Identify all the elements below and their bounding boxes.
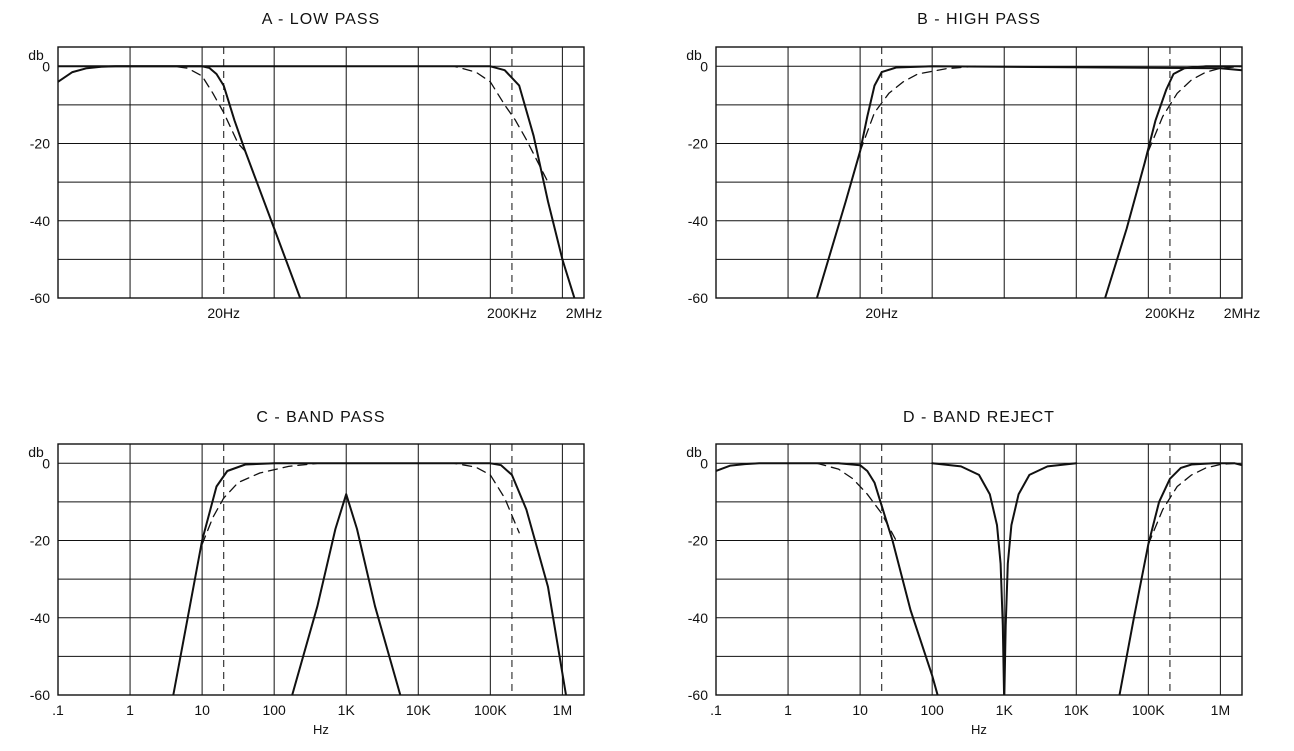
x-tick-label: 100K <box>1132 702 1165 718</box>
series-line-2 <box>859 65 977 152</box>
x-tick-label: 10K <box>406 702 432 718</box>
series-line-2 <box>58 65 302 298</box>
series-line-1 <box>815 65 1242 298</box>
y-tick-label: -40 <box>30 610 50 626</box>
x-tick-label: 10K <box>1064 702 1090 718</box>
x-tick-label: 1M <box>1211 702 1230 718</box>
series-group <box>58 65 576 298</box>
x-tick-label: 1K <box>996 702 1014 718</box>
y-tick-label: -40 <box>30 213 50 229</box>
chart-panel-3: C - BAND PASS db0 -20 -40 -60.1 1 10 100 1K 10K 10… <box>28 409 585 737</box>
y-tick-label: -60 <box>688 687 708 703</box>
plot-frame <box>57 443 585 696</box>
x-tick-label: 10 <box>852 702 868 718</box>
series-line-1 <box>58 65 576 298</box>
x-tick-label: .1 <box>710 702 722 718</box>
chart-title: C - BAND PASS <box>256 409 385 426</box>
x-tick-label: 1K <box>338 702 356 718</box>
y-tick-label: -20 <box>688 533 708 549</box>
y-tick-label: -60 <box>30 687 50 703</box>
series-group <box>815 65 1242 298</box>
x-tick-label: 2MHz <box>566 305 603 321</box>
y-tick-label: -40 <box>688 610 708 626</box>
x-axis-label: Hz <box>971 722 987 737</box>
x-tick-label: 2MHz <box>1224 305 1261 321</box>
x-tick-label: 200KHz <box>487 305 537 321</box>
y-tick-label: -20 <box>688 136 708 152</box>
x-tick-label: 10 <box>194 702 210 718</box>
plot-frame <box>715 46 1243 299</box>
y-tick-label: 0 <box>700 455 708 471</box>
series-group <box>172 462 567 695</box>
x-tick-label: 20Hz <box>207 305 240 321</box>
y-tick-label: -20 <box>30 533 50 549</box>
chart-panel-2: B - HIGH PASS db0 -20 -40 -60 20Hz 200KHz 2MHz <box>686 11 1260 321</box>
series-line-5 <box>1147 462 1236 546</box>
y-tick-label: 0 <box>700 58 708 74</box>
x-tick-label: 1 <box>126 702 134 718</box>
chart-panel-4: D - BAND REJECT db0 -20 -40 -60.1 1 10 100 1K 10K… <box>686 409 1243 737</box>
y-axis-label: db <box>686 47 702 63</box>
plot-frame <box>715 443 1243 696</box>
series-line-3 <box>931 462 1078 695</box>
x-tick-label: 100 <box>920 702 944 718</box>
chart-title: D - BAND REJECT <box>903 409 1055 426</box>
series-line-4 <box>1118 462 1242 695</box>
x-tick-label: .1 <box>52 702 64 718</box>
series-group <box>716 462 1242 695</box>
series-line-2 <box>816 462 897 542</box>
x-tick-label: 1 <box>784 702 792 718</box>
series-line-3 <box>58 65 246 152</box>
chart-title: A - LOW PASS <box>262 11 380 28</box>
x-axis-label: Hz <box>313 722 329 737</box>
series-line-1 <box>172 462 567 695</box>
y-tick-label: -40 <box>688 213 708 229</box>
x-tick-label: 100 <box>262 702 286 718</box>
y-tick-label: 0 <box>42 455 50 471</box>
x-tick-label: 100K <box>474 702 507 718</box>
x-tick-label: 20Hz <box>865 305 898 321</box>
plot-frame <box>57 46 585 299</box>
x-tick-label: 1M <box>553 702 572 718</box>
chart-panel-1: A - LOW PASS db0 -20 -40 -60 20Hz 200KHz 2MHz <box>28 11 603 321</box>
y-tick-label: 0 <box>42 58 50 74</box>
series-line-2 <box>201 462 520 546</box>
y-axis-label: db <box>28 444 44 460</box>
chart-title: B - HIGH PASS <box>917 11 1041 28</box>
series-line-4 <box>417 65 549 183</box>
y-axis-label: db <box>686 444 702 460</box>
y-tick-label: -60 <box>688 290 708 306</box>
y-tick-label: -60 <box>30 290 50 306</box>
y-tick-label: -20 <box>30 136 50 152</box>
series-line-3 <box>291 493 402 695</box>
y-axis-label: db <box>28 47 44 63</box>
series-line-3 <box>1104 65 1242 298</box>
series-line-4 <box>1147 65 1242 152</box>
series-line-1 <box>716 462 939 695</box>
x-tick-label: 200KHz <box>1145 305 1195 321</box>
